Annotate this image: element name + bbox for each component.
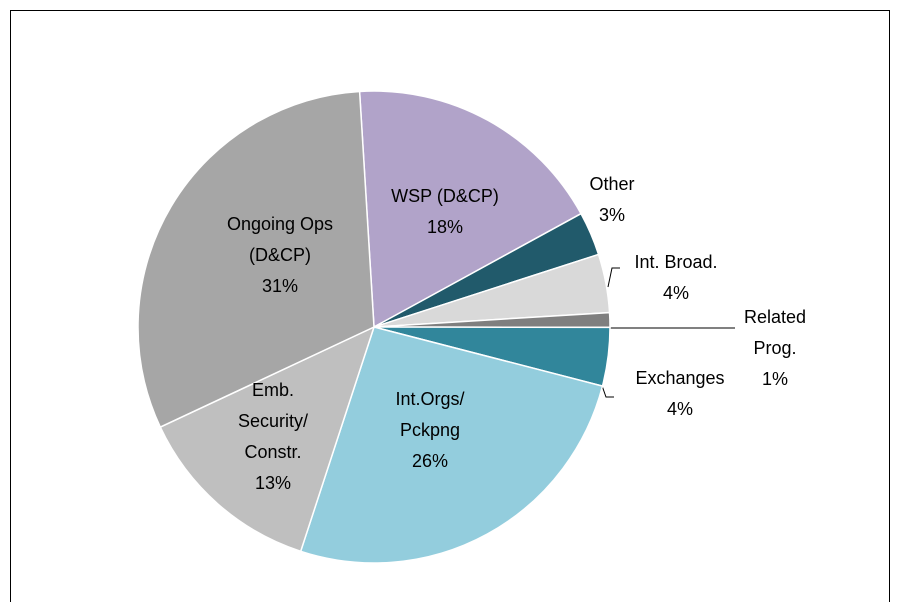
slice-value-label: 13% [255,473,291,493]
pie-slice [299,326,604,564]
slice-value-label: 31% [262,276,298,296]
leader-line [607,267,620,288]
slice-label: Exchanges [635,368,724,388]
chart-frame [10,10,890,602]
slice-label: WSP (D&CP) [391,186,499,206]
slice-label: Int.Orgs/Pckpng [395,389,464,440]
slice-label: Int. Broad. [634,252,717,272]
pie [137,90,611,564]
slice-value-label: 1% [762,369,788,389]
slice-label: Other [589,174,634,194]
slice-value-label: 4% [667,399,693,419]
slice-label: Ongoing Ops (D&CP) [227,214,333,265]
pie-slice [358,90,583,329]
pie-slice [159,325,376,553]
slice-value-label: 3% [599,205,625,225]
slice-value-label: 4% [663,283,689,303]
pie-slice [137,90,375,429]
slice-label: Related Prog. [744,307,806,358]
slice-value-label: 18% [427,217,463,237]
slice-value-label: 26% [412,451,448,471]
slice-label: Emb. Security/Constr. [238,380,308,462]
